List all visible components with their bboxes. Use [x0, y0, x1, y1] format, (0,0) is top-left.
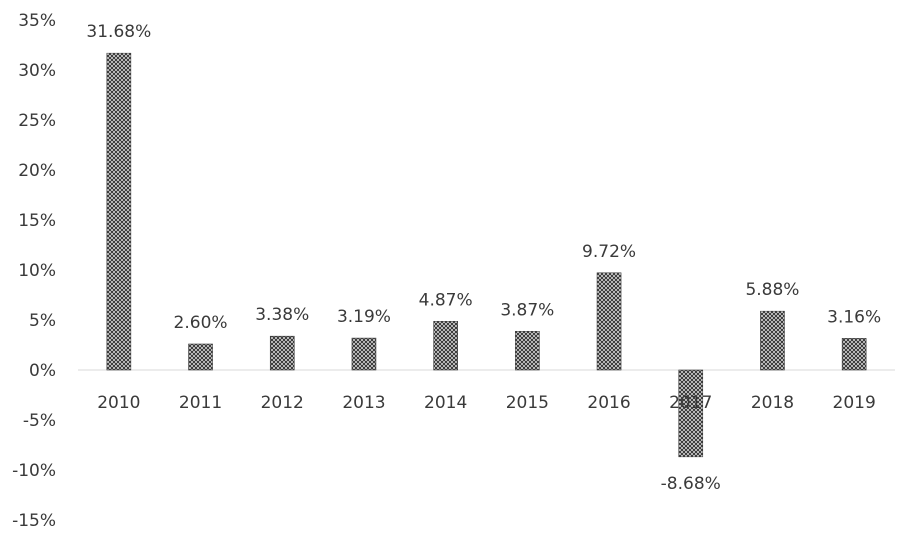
bar-2015 [515, 330, 540, 371]
x-tick-label: 2013 [342, 393, 385, 413]
data-label: -8.68% [661, 474, 721, 494]
y-tick-label: 0% [29, 361, 56, 381]
y-tick-label: -5% [23, 411, 56, 431]
bar-2011 [188, 343, 213, 371]
data-label: 31.68% [86, 22, 151, 42]
x-tick-label: 2015 [506, 393, 549, 413]
data-labels: 31.68% 2.60% 3.38% 3.19% 4.87% 3.87% 9.72% -8.6… [86, 22, 881, 494]
data-label: 3.38% [255, 305, 309, 325]
y-tick-label: 35% [18, 11, 56, 31]
data-label: 3.16% [827, 307, 881, 327]
data-label: 3.87% [500, 300, 554, 320]
x-axis-tick-labels: 2010 2011 2012 2013 2014 2015 2016 2017 2018 2019 [97, 393, 876, 413]
y-tick-label: 5% [29, 311, 56, 331]
y-tick-label: 20% [18, 161, 56, 181]
bar-2012 [269, 335, 295, 371]
x-tick-label: 2017 [669, 393, 712, 413]
y-tick-label: 30% [18, 61, 56, 81]
x-tick-label: 2010 [97, 393, 140, 413]
x-tick-label: 2012 [261, 393, 304, 413]
bar-2013 [351, 337, 377, 371]
bar-2016 [596, 272, 622, 371]
data-label: 4.87% [419, 290, 473, 310]
x-tick-label: 2019 [833, 393, 876, 413]
y-tick-label: 25% [18, 111, 56, 131]
x-tick-label: 2014 [424, 393, 467, 413]
data-label: 9.72% [582, 242, 636, 262]
bars [106, 52, 867, 458]
bar-2019 [841, 338, 867, 371]
bar-2017 [678, 369, 704, 458]
x-tick-label: 2016 [587, 393, 630, 413]
y-tick-label: -10% [12, 461, 56, 481]
bar-2018 [760, 310, 785, 371]
bar-2010 [106, 52, 132, 371]
bar-2014 [433, 320, 458, 371]
y-tick-label: 15% [18, 211, 56, 231]
y-axis-tick-labels: 35% 30% 25% 20% 15% 10% 5% 0% -5% -10% -15% [12, 11, 56, 531]
data-label: 5.88% [745, 280, 799, 300]
data-label: 3.19% [337, 307, 391, 327]
data-label: 2.60% [174, 313, 228, 333]
x-tick-label: 2011 [179, 393, 222, 413]
y-tick-label: -15% [12, 511, 56, 531]
x-tick-label: 2018 [751, 393, 794, 413]
y-tick-label: 10% [18, 261, 56, 281]
